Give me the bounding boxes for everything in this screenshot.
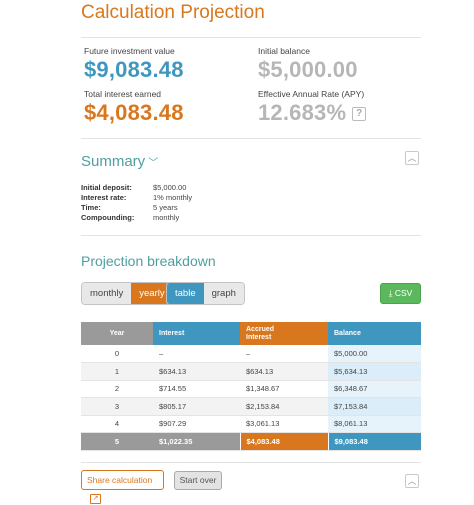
divider (81, 462, 421, 463)
start-over-button[interactable]: Start over (174, 471, 222, 490)
year-cell: 4 (81, 415, 153, 433)
interest-cell: $714.55 (153, 380, 240, 398)
summary-row: Time: 5 years (81, 203, 192, 213)
download-icon: ⤓ (388, 288, 393, 298)
interest-cell: $1,022.35 (153, 432, 240, 451)
share-icon: ↗ (90, 493, 101, 504)
summary-title: Summary (81, 153, 146, 170)
accrued-interest-header: Accrued Interest (240, 322, 328, 345)
apy-label: Effective Annual Rate (APY) (258, 89, 365, 99)
collapse-icon[interactable]: ︿ (405, 474, 419, 488)
apy-amount: 12.683% (258, 100, 347, 125)
stats-panel: Future investment value $9,083.48 Initia… (81, 37, 421, 125)
summary-key: Compounding: (81, 213, 135, 222)
accrued-cell: $634.13 (240, 362, 328, 381)
table-row: 3 $805.17 $2,153.84 $7,153.84 (81, 397, 421, 416)
summary-key: Interest rate: (81, 193, 127, 202)
summary-value: 1% monthly (153, 193, 193, 202)
share-label: Share calculation (87, 475, 153, 485)
balance-cell: $7,153.84 (328, 397, 421, 416)
accrued-header-line2: Interest (246, 333, 272, 341)
view-toggle: table graph (166, 282, 245, 305)
csv-button[interactable]: ⤓ CSV (380, 283, 421, 304)
future-value-label: Future investment value (84, 46, 175, 56)
table-row: 2 $714.55 $1,348.67 $6,348.67 (81, 380, 421, 398)
table-row: 0 – – $5,000.00 (81, 345, 421, 363)
balance-cell: $8,061.13 (328, 415, 421, 433)
summary-row: Interest rate: 1% monthly (81, 193, 192, 203)
year-cell: 3 (81, 397, 153, 416)
interest-cell: $805.17 (153, 397, 240, 416)
total-interest-amount: $4,083.48 (84, 100, 184, 125)
projection-table: Year Interest Accrued Interest Balance 0 … (81, 322, 421, 451)
interest-cell: – (153, 345, 240, 363)
table-total-row: 5 $1,022.35 $4,083.48 $9,083.48 (81, 432, 421, 451)
initial-balance-label: Initial balance (258, 46, 310, 56)
summary-row: Initial deposit: $5,000.00 (81, 183, 192, 193)
period-yearly-button[interactable]: yearly (131, 283, 173, 304)
summary-toggle[interactable]: Summary ﹀ (81, 153, 158, 170)
interest-header: Interest (153, 322, 240, 345)
period-toggle: monthly yearly (81, 282, 174, 305)
table-header-row: Year Interest Accrued Interest Balance (81, 322, 421, 345)
accrued-header-line1: Accrued (246, 325, 275, 333)
summary-value: monthly (153, 213, 180, 222)
summary-key: Time: (81, 203, 101, 212)
year-cell: 2 (81, 380, 153, 398)
accrued-cell: $1,348.67 (240, 380, 328, 398)
summary-value: $5,000.00 (153, 183, 187, 192)
balance-header: Balance (328, 322, 421, 345)
summary-row: Compounding: monthly (81, 213, 192, 223)
balance-cell: $5,634.13 (328, 362, 421, 381)
accrued-cell: $3,061.13 (240, 415, 328, 433)
view-graph-button[interactable]: graph (203, 283, 244, 304)
summary-value: 5 years (153, 203, 178, 212)
summary-table: Initial deposit: $5,000.00 Interest rate:… (81, 183, 192, 223)
accrued-cell: $2,153.84 (240, 397, 328, 416)
accrued-cell: – (240, 345, 328, 363)
table-row: 4 $907.29 $3,061.13 $8,061.13 (81, 415, 421, 433)
balance-cell: $5,000.00 (328, 345, 421, 363)
total-interest-label: Total interest earned (84, 89, 162, 99)
apy-stat: Effective Annual Rate (APY) 12.683%? (258, 89, 367, 126)
interest-cell: $634.13 (153, 362, 240, 381)
share-calculation-button[interactable]: Share calculation ↗ (81, 470, 164, 504)
divider (81, 235, 421, 236)
csv-label: CSV (394, 288, 413, 298)
total-interest-stat: Total interest earned $4,083.48 (84, 89, 184, 126)
year-header: Year (81, 322, 153, 345)
future-value-stat: Future investment value $9,083.48 (84, 46, 184, 83)
summary-collapse-icon[interactable]: ︿ (405, 151, 419, 165)
projection-title: Projection breakdown (81, 253, 216, 269)
help-icon[interactable]: ? (352, 107, 367, 122)
future-value-amount: $9,083.48 (84, 57, 184, 82)
chevron-down-icon: ﹀ (148, 158, 159, 169)
interest-cell: $907.29 (153, 415, 240, 433)
balance-cell: $9,083.48 (327, 432, 421, 451)
year-cell: 1 (81, 362, 153, 381)
summary-key: Initial deposit: (81, 183, 132, 192)
period-monthly-button[interactable]: monthly (82, 283, 132, 304)
apy-value-row: 12.683%? (258, 100, 367, 126)
initial-balance-stat: Initial balance $5,000.00 (258, 46, 358, 83)
balance-cell: $6,348.67 (328, 380, 421, 398)
table-row: 1 $634.13 $634.13 $5,634.13 (81, 362, 421, 381)
year-cell: 5 (81, 432, 153, 451)
view-table-button[interactable]: table (167, 283, 204, 304)
accrued-cell: $4,083.48 (239, 432, 328, 451)
divider (81, 138, 421, 139)
page-title: Calculation Projection (81, 2, 265, 23)
year-cell: 0 (81, 345, 153, 363)
initial-balance-amount: $5,000.00 (258, 57, 358, 82)
